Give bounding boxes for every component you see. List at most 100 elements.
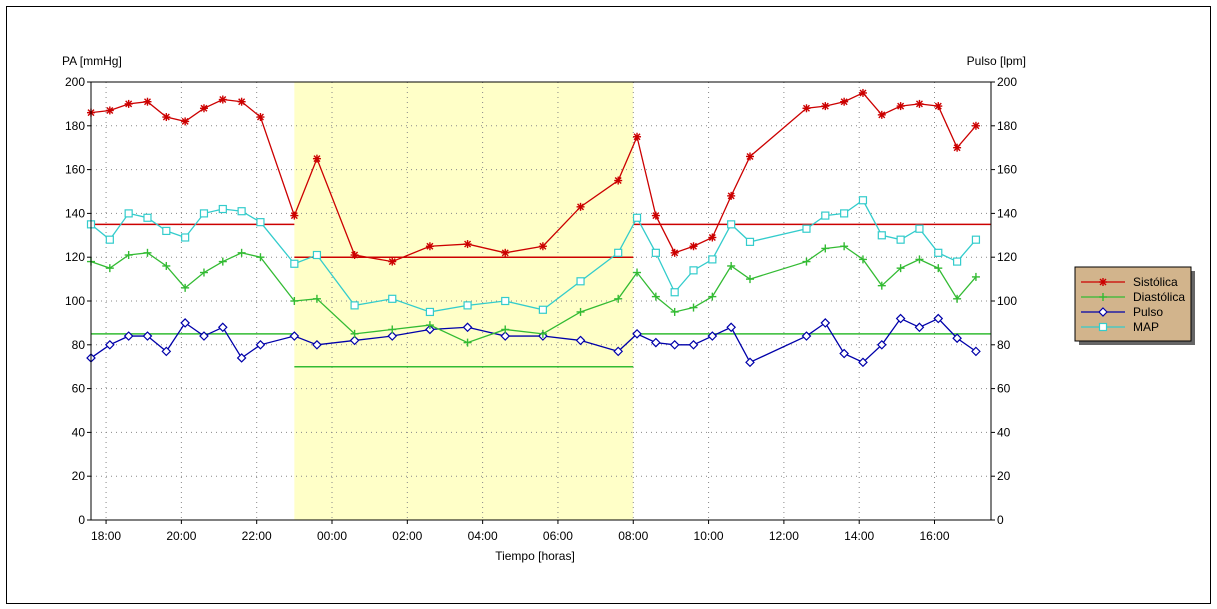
data-point-pulso (180, 318, 190, 328)
data-point-diastolica (953, 294, 962, 303)
data-point-pulso (199, 331, 209, 341)
legend-marker-sistolica (1099, 278, 1107, 286)
data-point-diastolica (802, 257, 811, 266)
data-point-pulso (349, 335, 360, 346)
x-tick-label: 14:00 (844, 529, 874, 543)
data-point-sistolica (877, 110, 886, 119)
data-point-sistolica (388, 257, 397, 266)
data-point-sistolica (538, 242, 547, 251)
data-point-sistolica (915, 99, 924, 108)
x-tick-label: 20:00 (166, 529, 196, 543)
data-point-map (143, 213, 152, 222)
y-tick-label-right: 140 (997, 206, 1017, 220)
data-point-pulso (933, 313, 944, 324)
y-tick-label-right: 180 (997, 119, 1017, 133)
y-tick-label-left: 120 (65, 250, 85, 264)
data-point-map (162, 226, 171, 236)
y-tick-label-left: 180 (65, 119, 85, 133)
data-point-map (802, 224, 811, 233)
data-point-map (105, 235, 114, 244)
data-point-sistolica (840, 97, 849, 106)
data-point-pulso (876, 339, 887, 350)
y-tick-label-left: 80 (72, 338, 86, 352)
data-point-sistolica (199, 104, 208, 113)
data-point-map (218, 204, 227, 214)
y-tick-label-right: 80 (997, 338, 1011, 352)
data-point-map (425, 307, 435, 317)
data-point-pulso (613, 346, 624, 357)
data-point-diastolica (463, 338, 472, 347)
data-point-pulso (651, 337, 661, 348)
y-axis-left-label: PA [mmHg] (62, 54, 122, 68)
data-point-sistolica (425, 242, 434, 251)
data-point-map (632, 213, 642, 222)
data-point-diastolica (124, 251, 133, 260)
data-point-diastolica (538, 329, 547, 338)
x-tick-label: 06:00 (543, 529, 573, 543)
data-point-sistolica (162, 113, 171, 122)
data-point-sistolica (651, 211, 660, 220)
data-point-sistolica (501, 248, 510, 257)
data-point-pulso (669, 339, 680, 350)
data-point-sistolica (143, 97, 152, 106)
data-point-pulso (236, 353, 247, 363)
data-point-map (388, 294, 397, 303)
y-tick-label-right: 100 (997, 294, 1017, 308)
data-point-pulso (462, 322, 473, 333)
data-point-map (821, 211, 830, 220)
data-point-diastolica (840, 242, 849, 251)
data-point-diastolica (689, 303, 698, 312)
y-tick-label-left: 100 (65, 294, 85, 308)
data-point-map (237, 207, 246, 216)
data-point-map (858, 196, 868, 205)
data-point-sistolica (614, 176, 623, 185)
data-point-pulso (971, 346, 981, 357)
legend-marker-pulso (1098, 307, 1108, 317)
data-point-pulso (575, 335, 586, 346)
data-point-map (312, 250, 322, 260)
y-axis-right-label: Pulso [lpm] (967, 54, 1026, 68)
y-tick-label-right: 40 (997, 425, 1011, 439)
y-tick-label-right: 120 (997, 250, 1017, 264)
data-point-diastolica (237, 248, 246, 257)
data-point-map (256, 218, 265, 227)
data-point-diastolica (633, 268, 642, 277)
data-point-sistolica (181, 117, 190, 126)
data-point-diastolica (971, 272, 980, 281)
night-band-layer (294, 82, 634, 520)
data-point-map (501, 296, 510, 306)
blood-pressure-chart: 0 0 20 20 40 40 60 60 80 80 100 100 120 120 140 140 160 1… (62, 54, 1195, 563)
y-tick-label-left: 0 (78, 513, 85, 527)
data-point-sistolica (971, 121, 980, 130)
data-point-diastolica (425, 321, 434, 330)
data-point-pulso (688, 339, 699, 350)
data-point-map (745, 237, 755, 246)
data-point-pulso (387, 331, 398, 341)
y-tick-label-left: 60 (72, 382, 86, 396)
y-tick-label-right: 200 (997, 75, 1017, 89)
data-point-map (971, 235, 981, 244)
data-point-diastolica (256, 253, 265, 262)
y-tick-label-left: 200 (65, 75, 85, 89)
x-tick-label: 08:00 (618, 529, 648, 543)
data-point-diastolica (821, 244, 830, 253)
data-point-pulso (217, 322, 228, 333)
data-point-pulso (312, 339, 322, 350)
data-point-sistolica (745, 152, 754, 161)
x-tick-label: 00:00 (317, 529, 347, 543)
legend-label-sistolica: Sistólica (1133, 275, 1178, 289)
data-point-pulso (104, 339, 115, 350)
data-point-diastolica (708, 292, 717, 301)
data-point-sistolica (350, 251, 359, 260)
data-point-diastolica (290, 297, 299, 305)
data-point-map (934, 248, 943, 257)
legend-label-map: MAP (1133, 320, 1159, 334)
data-point-pulso (707, 331, 718, 341)
data-point-pulso (142, 331, 153, 341)
data-point-pulso (801, 331, 812, 341)
y-tick-label-left: 40 (72, 425, 86, 439)
data-point-map (877, 231, 886, 240)
data-point-pulso (255, 339, 266, 350)
series-layer (86, 88, 981, 368)
x-tick-label: 16:00 (919, 529, 949, 543)
